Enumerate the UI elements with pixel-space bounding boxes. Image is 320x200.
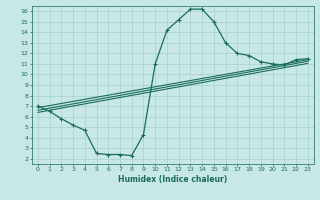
X-axis label: Humidex (Indice chaleur): Humidex (Indice chaleur) xyxy=(118,175,228,184)
